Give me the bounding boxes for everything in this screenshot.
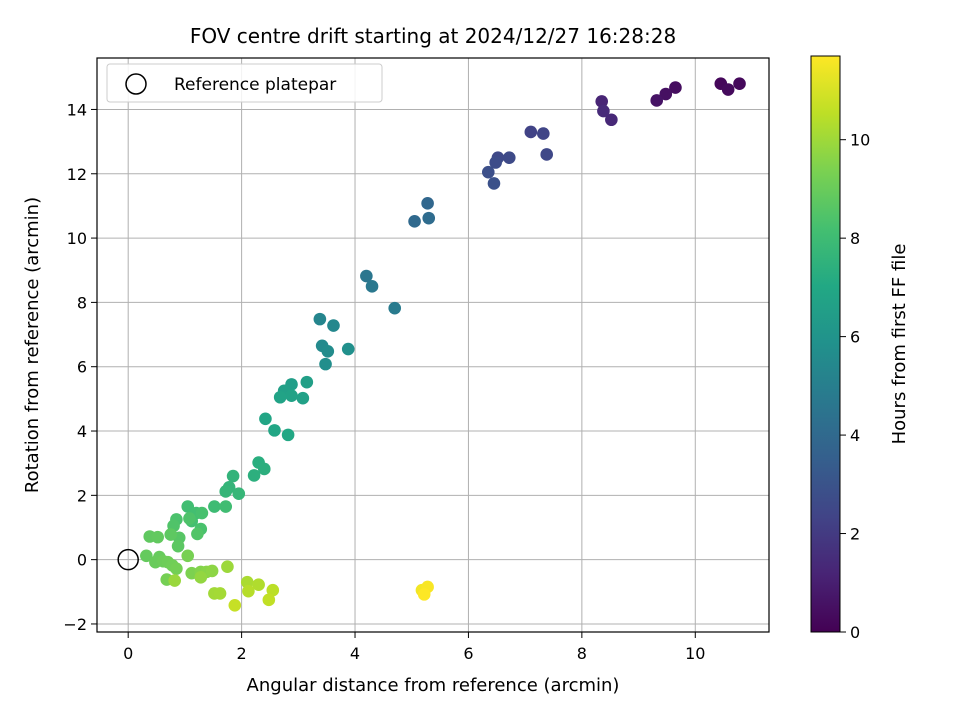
colorbar-tick-label: 0 [850,623,860,642]
y-tick-label: 8 [77,293,87,312]
data-point [252,578,265,592]
y-tick-label: 2 [77,486,87,505]
legend-box [106,63,383,103]
data-point [213,587,227,600]
data-point [408,215,421,228]
colorbar-tick-label: 4 [850,426,860,445]
data-point [360,269,373,283]
data-point [321,344,335,358]
data-point [327,319,340,332]
data-point [536,127,550,140]
legend-entry-label: Reference platepar [174,75,336,95]
chart-title: FOV centre drift starting at 2024/12/27 … [190,24,676,48]
plot-frame [96,57,770,633]
data-point [605,113,618,127]
legend: Reference platepar [106,63,383,103]
data-point [221,560,234,574]
data-point [597,104,610,118]
colorbar-tick-label: 10 [850,131,870,150]
y-tick-label: −2 [63,615,87,634]
data-point [205,564,219,578]
data-point [487,177,501,190]
data-point [232,487,246,501]
data-point [422,211,436,225]
x-tick-label: 10 [685,644,705,663]
y-tick-label: 14 [67,100,87,119]
data-point [194,571,208,584]
data-point [247,469,261,482]
data-point [228,599,242,612]
data-point [285,389,298,402]
data-point [219,485,233,498]
y-axis-label: Rotation from reference (arcmin) [22,197,43,493]
data-point [659,87,673,101]
x-tick-label: 2 [237,644,247,663]
x-axis-ticks: 0 2 4 6 8 10 [123,632,705,663]
colorbar-label: Hours from first FF file [889,244,910,445]
data-point [266,583,280,597]
data-point [164,528,178,541]
data-point [208,500,221,513]
x-tick-label: 4 [350,644,360,663]
reference-platepar-marker [117,548,139,571]
data-point [388,301,402,315]
data-point [524,125,538,139]
data-point [195,506,209,520]
x-tick-label: 0 [123,644,133,663]
colorbar-tick-label: 2 [850,525,860,544]
data-point [540,148,554,161]
x-tick-label: 6 [463,644,473,663]
data-point [181,549,195,563]
data-point [733,77,746,91]
data-point [257,462,271,476]
data-point [191,527,204,541]
y-tick-label: 10 [67,229,87,248]
data-point [183,512,196,525]
y-axis-ticks: −2 0 2 4 6 8 10 12 14 [63,100,97,634]
data-point [502,151,516,164]
x-tick-label: 8 [577,644,587,663]
data-point [365,280,379,293]
data-point [171,539,185,553]
data-point [595,95,609,108]
data-point [313,312,327,326]
data-point [140,549,153,563]
data-point [489,156,502,169]
data-point [481,165,495,179]
data-point [300,375,314,389]
data-point [319,357,332,371]
colorbar-tick-label: 8 [850,229,860,248]
y-tick-label: 4 [77,422,87,441]
colorbar-gradient [810,55,841,633]
data-point [669,81,682,94]
data-points [117,77,746,612]
data-point [341,342,355,356]
data-point [417,588,431,601]
data-point [168,574,181,587]
data-point [273,390,287,404]
data-point [650,94,664,107]
data-point [219,500,233,513]
data-point [259,412,272,426]
data-point [242,584,255,598]
y-tick-label: 0 [77,551,87,570]
y-tick-label: 12 [67,165,87,184]
data-point [281,428,295,442]
x-axis-label: Angular distance from reference (arcmin) [247,675,620,696]
colorbar-ticks: 0 2 4 6 8 10 [840,131,870,642]
data-point [296,391,310,405]
colorbar: 0 2 4 6 8 10 Hours from first FF file [810,55,910,642]
data-point [262,593,276,607]
data-point [421,197,434,210]
data-point [226,469,240,483]
data-point [721,83,735,96]
data-point [151,530,164,544]
colorbar-tick-label: 6 [850,328,860,347]
data-point [170,562,183,575]
data-point [268,424,281,437]
legend-open-circle-icon [125,73,147,95]
y-tick-label: 6 [77,358,87,377]
grid [97,58,769,632]
